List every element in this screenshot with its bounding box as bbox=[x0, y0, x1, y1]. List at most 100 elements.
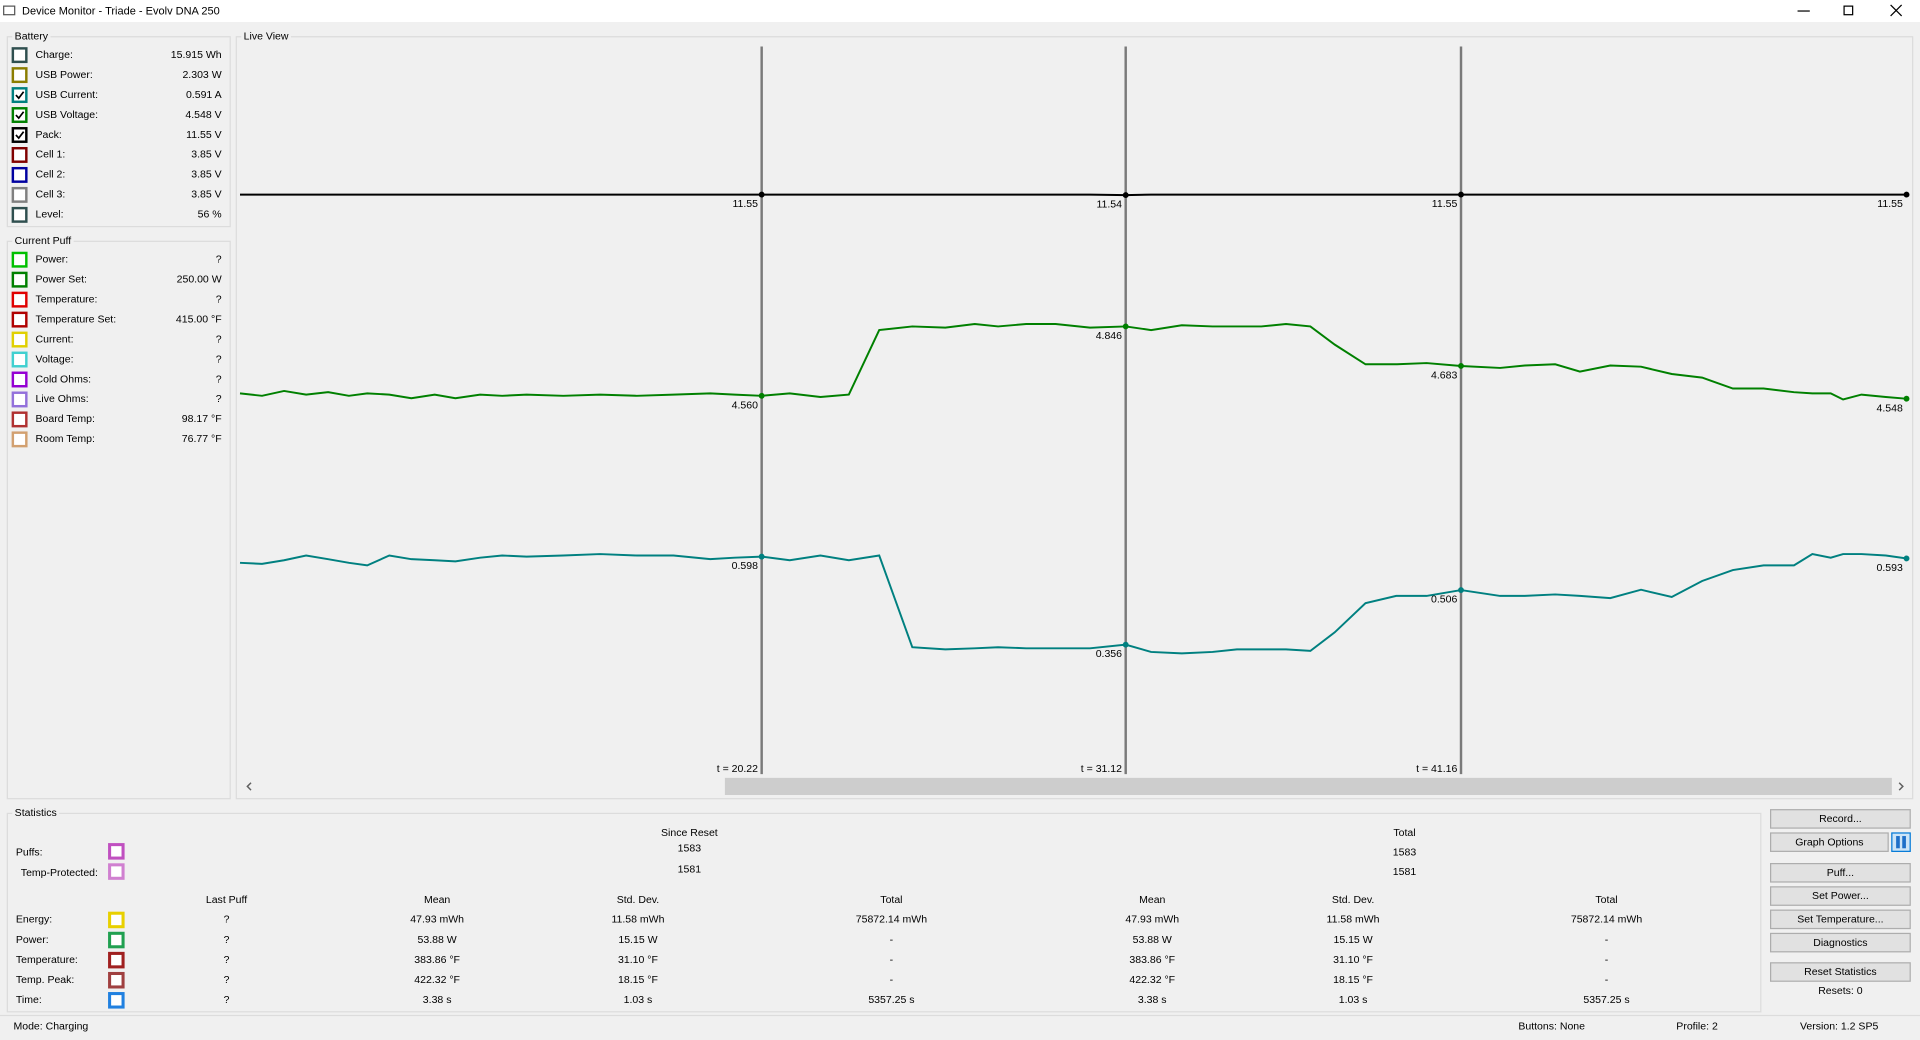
checkbox[interactable] bbox=[11, 47, 28, 64]
button-face[interactable] bbox=[1770, 909, 1911, 930]
button[interactable]: Graph Options bbox=[1770, 832, 1889, 852]
row-label: Temperature: bbox=[16, 954, 78, 966]
readout-dot bbox=[1122, 323, 1129, 330]
button-face[interactable] bbox=[1770, 932, 1911, 953]
checkbox[interactable] bbox=[11, 166, 28, 183]
item-value: 11.55 V bbox=[186, 129, 221, 141]
item-value: ? bbox=[216, 373, 222, 385]
button-face[interactable] bbox=[1770, 862, 1911, 883]
checkbox[interactable] bbox=[11, 371, 28, 388]
restore-button[interactable] bbox=[1843, 5, 1854, 16]
scrollbar-thumb[interactable] bbox=[724, 777, 1892, 796]
button-face[interactable] bbox=[1770, 962, 1911, 982]
stat-cell: 15.15 W bbox=[1333, 934, 1372, 946]
button[interactable]: Diagnostics bbox=[1770, 932, 1911, 953]
stat-cell: 422.32 °F bbox=[414, 974, 460, 986]
button-label[interactable]: Record... bbox=[1819, 813, 1862, 825]
button[interactable]: Record... bbox=[1770, 809, 1911, 829]
button-face[interactable] bbox=[1770, 809, 1911, 829]
button[interactable]: Set Power... bbox=[1770, 886, 1911, 906]
series-line bbox=[239, 553, 1907, 655]
row-checkbox[interactable] bbox=[108, 931, 125, 949]
item-name: Pack: bbox=[36, 129, 62, 141]
readout-label: 11.55 bbox=[1877, 198, 1903, 210]
scroll-right[interactable] bbox=[1898, 782, 1904, 791]
checkbox[interactable] bbox=[11, 291, 28, 308]
button[interactable]: Reset Statistics bbox=[1770, 962, 1911, 982]
item-name: Level: bbox=[36, 209, 64, 221]
readout-dot bbox=[758, 392, 765, 399]
readout-label: 4.683 bbox=[1431, 370, 1457, 382]
readout-dot bbox=[1122, 641, 1129, 648]
count-checkbox[interactable] bbox=[108, 863, 125, 880]
row-checkbox[interactable] bbox=[108, 992, 125, 1009]
row-checkbox[interactable] bbox=[108, 951, 125, 969]
checkbox[interactable] bbox=[11, 251, 28, 268]
stat-cell: 11.58 mWh bbox=[1327, 914, 1380, 926]
app-icon bbox=[3, 5, 16, 16]
item-name: Temperature: bbox=[36, 293, 98, 305]
checkbox[interactable] bbox=[11, 146, 28, 163]
readout-dot bbox=[1903, 395, 1910, 402]
button-label[interactable]: Puff... bbox=[1827, 867, 1854, 879]
checkbox[interactable] bbox=[11, 331, 28, 348]
readout-label: 11.54 bbox=[1096, 199, 1122, 211]
stat-cell: 422.32 °F bbox=[1129, 974, 1175, 986]
checkbox[interactable] bbox=[11, 411, 28, 428]
button-label[interactable]: Reset Statistics bbox=[1804, 966, 1876, 978]
total-header: Total bbox=[1393, 827, 1415, 839]
current_puff-frame bbox=[6, 240, 231, 800]
checkbox[interactable] bbox=[11, 67, 28, 84]
button[interactable]: Set Temperature... bbox=[1770, 909, 1911, 930]
statistics-frame bbox=[6, 812, 1762, 1013]
row-checkbox[interactable] bbox=[108, 911, 125, 929]
column-header: Last Puff bbox=[206, 894, 247, 906]
readout-label: 11.55 bbox=[732, 198, 758, 210]
pause-button[interactable] bbox=[1891, 832, 1911, 852]
stat-cell: - bbox=[890, 974, 894, 986]
stat-cell: 18.15 °F bbox=[618, 974, 658, 986]
scroll-left[interactable] bbox=[246, 782, 252, 791]
checkbox[interactable] bbox=[11, 271, 28, 288]
row-checkbox[interactable] bbox=[108, 971, 125, 989]
button-face[interactable] bbox=[1770, 832, 1889, 852]
stat-cell: - bbox=[1605, 954, 1609, 966]
count-checkbox[interactable] bbox=[108, 843, 125, 860]
checkbox[interactable] bbox=[11, 87, 28, 104]
checkbox[interactable] bbox=[11, 351, 28, 368]
checkbox[interactable] bbox=[11, 431, 28, 448]
stat-cell: 5357.25 s bbox=[868, 994, 914, 1006]
column-header: Mean bbox=[424, 894, 450, 906]
checkbox[interactable] bbox=[11, 311, 28, 328]
stat-cell: ? bbox=[224, 974, 230, 986]
checkbox[interactable] bbox=[11, 186, 28, 203]
button-label[interactable]: Set Temperature... bbox=[1797, 913, 1883, 925]
item-name: Power Set: bbox=[36, 273, 87, 285]
readout-dot bbox=[1458, 191, 1464, 198]
button-label[interactable]: Set Power... bbox=[1812, 890, 1869, 902]
row-label: Time: bbox=[16, 994, 42, 1006]
button-label[interactable]: Graph Options bbox=[1795, 836, 1863, 848]
row-label: Temp. Peak: bbox=[16, 974, 74, 986]
button-face[interactable] bbox=[1770, 886, 1911, 906]
button[interactable]: Puff... bbox=[1770, 862, 1911, 883]
item-name: Current: bbox=[36, 333, 74, 345]
item-value: 98.17 °F bbox=[182, 413, 222, 425]
button-label[interactable]: Diagnostics bbox=[1813, 937, 1867, 949]
checkbox[interactable] bbox=[11, 391, 28, 408]
time-marker-label: t = 41.16 bbox=[1416, 763, 1457, 775]
stat-cell: - bbox=[890, 954, 894, 966]
stat-cell: 383.86 °F bbox=[1129, 954, 1175, 966]
checkbox[interactable] bbox=[11, 127, 28, 143]
checkbox[interactable] bbox=[11, 206, 28, 223]
column-header: Std. Dev. bbox=[1332, 894, 1374, 906]
status-buttons: Buttons: None bbox=[1518, 1020, 1585, 1032]
item-name: Board Temp: bbox=[36, 413, 95, 425]
close-button[interactable] bbox=[1890, 4, 1903, 17]
column-header: Mean bbox=[1139, 894, 1165, 906]
checkbox[interactable] bbox=[11, 107, 28, 123]
item-name: Voltage: bbox=[36, 353, 74, 365]
stat-cell: 31.10 °F bbox=[1333, 954, 1373, 966]
statistics-title: Statistics bbox=[15, 807, 57, 819]
time-marker-label: t = 31.12 bbox=[1081, 763, 1122, 775]
